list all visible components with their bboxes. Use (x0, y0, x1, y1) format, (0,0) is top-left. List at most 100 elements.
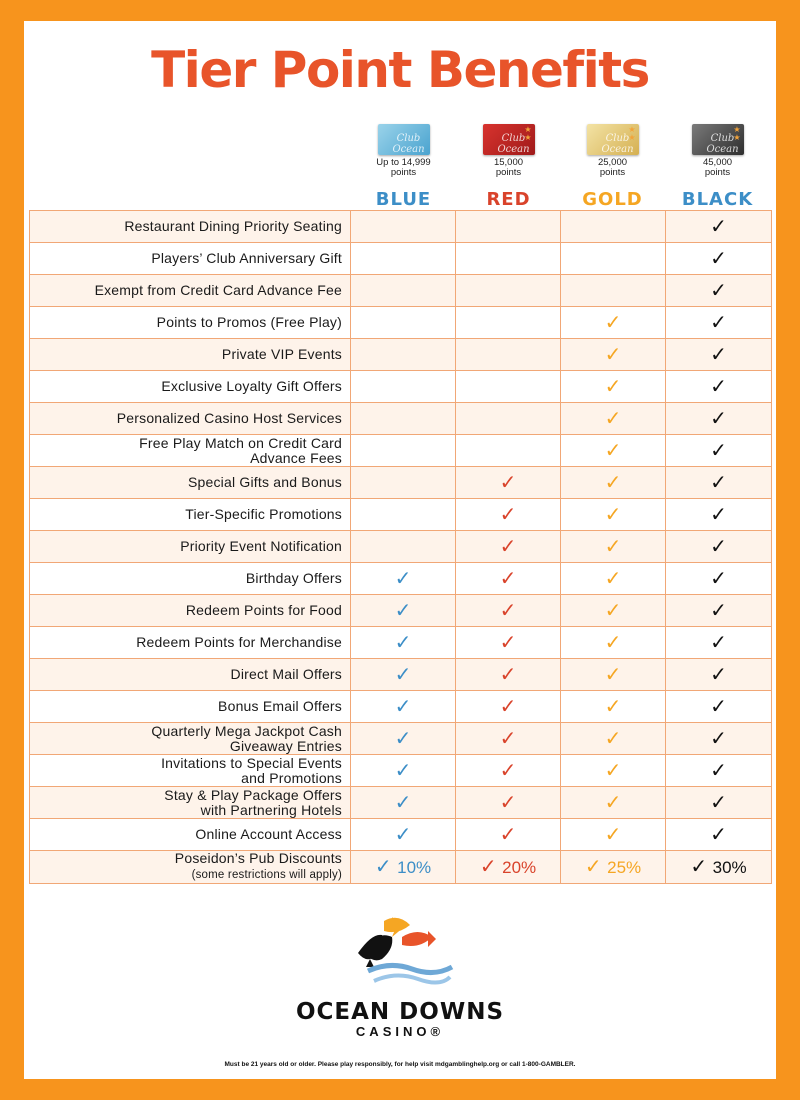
tier-cell-blue: ✓ (350, 626, 456, 659)
pub-discount-row: Poseidon’s Pub Discounts (some restrictio… (29, 850, 772, 884)
tier-cell-blue (350, 242, 456, 275)
tier-cell-gold: ✓ (560, 434, 666, 467)
benefit-row: Direct Mail Offers ✓ ✓ ✓ ✓ (29, 658, 772, 691)
tier-cell-blue: ✓ (350, 658, 456, 691)
tier-cell-gold: ✓ (560, 306, 666, 339)
checkmark-icon: ✓ (604, 535, 622, 558)
discount-cell-black: ✓ 30% (665, 850, 772, 884)
gold-card-image: Club Ocean ★ ★ (586, 124, 639, 155)
tier-cell-blue (350, 370, 456, 403)
checkmark-icon: ✓ (604, 407, 622, 430)
benefit-label: Direct Mail Offers (29, 658, 351, 691)
tier-cell-blue (350, 498, 456, 531)
benefit-row: Personalized Casino Host Services ✓ ✓ (29, 402, 772, 435)
benefit-label: Tier-Specific Promotions (29, 498, 351, 531)
checkmark-icon: ✓ (394, 727, 412, 750)
tier-name: RED (486, 189, 531, 210)
benefit-row: Online Account Access ✓ ✓ ✓ ✓ (29, 818, 772, 851)
discount-cell-red: ✓ 20% (455, 850, 561, 884)
tier-cell-blue (350, 210, 456, 243)
tier-cell-blue (350, 274, 456, 307)
benefit-label-text: Tier-Specific Promotions (185, 506, 342, 522)
tier-cell-gold: ✓ (560, 466, 666, 499)
checkmark-icon: ✓ (584, 855, 608, 878)
benefit-row: Priority Event Notification ✓ ✓ ✓ (29, 530, 772, 563)
benefit-label: Priority Event Notification (29, 530, 351, 563)
benefit-label-text: Exclusive Loyalty Gift Offers (161, 378, 342, 394)
black-card-image: Club Ocean ★ ★ (691, 124, 744, 155)
tier-cell-black: ✓ (665, 786, 772, 819)
benefit-row: Exempt from Credit Card Advance Fee ✓ (29, 274, 772, 307)
checkmark-icon: ✓ (710, 631, 727, 654)
checkmark-icon: ✓ (394, 599, 412, 622)
checkmark-icon: ✓ (479, 855, 503, 878)
tier-cell-red (455, 370, 561, 403)
checkmark-icon: ✓ (690, 855, 713, 878)
tier-cell-black: ✓ (665, 626, 772, 659)
tier-points-line1: 45,000 (702, 157, 733, 168)
tier-cell-black: ✓ (665, 530, 772, 563)
benefit-label: Online Account Access (29, 818, 351, 851)
checkmark-icon: ✓ (499, 663, 517, 686)
benefit-row: Stay & Play Package Offers with Partnerin… (29, 786, 772, 819)
tier-cell-red: ✓ (455, 498, 561, 531)
tier-cell-black: ✓ (665, 210, 772, 243)
checkmark-icon: ✓ (604, 471, 622, 494)
tier-cell-gold: ✓ (560, 402, 666, 435)
tier-cell-blue: ✓ (350, 786, 456, 819)
tier-points-line2: points (704, 167, 731, 178)
benefit-label: Stay & Play Package Offers with Partnerin… (29, 786, 351, 819)
tier-header-black: Club Ocean ★ ★ 45,000 points BLACK (665, 120, 770, 210)
tier-cell-blue (350, 306, 456, 339)
checkmark-icon: ✓ (374, 855, 398, 878)
benefit-label-text: Players’ Club Anniversary Gift (151, 250, 342, 266)
tier-name: BLUE (375, 189, 432, 210)
tier-cell-blue: ✓ (350, 562, 456, 595)
tier-cell-red: ✓ (455, 626, 561, 659)
tier-cell-black: ✓ (665, 754, 772, 787)
benefit-label: Poseidon’s Pub Discounts (some restrictio… (29, 850, 351, 884)
checkmark-icon: ✓ (394, 823, 412, 846)
checkmark-icon: ✓ (604, 759, 622, 782)
tier-cell-red (455, 274, 561, 307)
checkmark-icon: ✓ (710, 439, 727, 462)
checkmark-icon: ✓ (499, 695, 517, 718)
checkmark-icon: ✓ (604, 375, 622, 398)
checkmark-icon: ✓ (710, 375, 727, 398)
tier-cell-blue: ✓ (350, 690, 456, 723)
benefit-row: Quarterly Mega Jackpot Cash Giveaway Entr… (29, 722, 772, 755)
checkmark-icon: ✓ (710, 599, 727, 622)
tier-cell-gold: ✓ (560, 338, 666, 371)
tier-cell-black: ✓ (665, 690, 772, 723)
benefit-row: Exclusive Loyalty Gift Offers ✓ ✓ (29, 370, 772, 403)
tier-cell-red: ✓ (455, 818, 561, 851)
checkmark-icon: ✓ (499, 631, 517, 654)
tier-cell-gold: ✓ (560, 370, 666, 403)
discount-value: 30% (712, 857, 747, 877)
tier-cell-blue: ✓ (350, 722, 456, 755)
benefit-label-text: Birthday Offers (245, 570, 342, 586)
benefit-label-text: Stay & Play Package Offers (164, 786, 342, 803)
checkmark-icon: ✓ (394, 695, 412, 718)
checkmark-icon: ✓ (604, 439, 622, 462)
benefit-row: Players’ Club Anniversary Gift ✓ (29, 242, 772, 275)
discount-value: 25% (607, 857, 642, 877)
checkmark-icon: ✓ (710, 503, 727, 526)
benefit-row: Special Gifts and Bonus ✓ ✓ ✓ (29, 466, 772, 499)
benefit-row: Points to Promos (Free Play) ✓ ✓ (29, 306, 772, 339)
ocean-downs-logo-icon (358, 917, 454, 985)
benefit-row: Tier-Specific Promotions ✓ ✓ ✓ (29, 498, 772, 531)
checkmark-icon: ✓ (499, 791, 517, 814)
benefit-label-text: Exempt from Credit Card Advance Fee (94, 282, 342, 298)
tier-cell-black: ✓ (665, 594, 772, 627)
benefit-label: Free Play Match on Credit Card Advance Fe… (29, 434, 351, 467)
benefit-row: Bonus Email Offers ✓ ✓ ✓ ✓ (29, 690, 772, 723)
benefit-label-text: Free Play Match on Credit Card (139, 434, 342, 451)
discount-value: 10% (397, 857, 432, 877)
tier-cell-black: ✓ (665, 498, 772, 531)
benefits-table-body: Restaurant Dining Priority Seating ✓ Playe… (29, 210, 772, 884)
tier-cell-black: ✓ (665, 306, 772, 339)
checkmark-icon: ✓ (604, 631, 622, 654)
checkmark-icon: ✓ (499, 823, 517, 846)
benefit-label-note: (some restrictions will apply) (191, 869, 342, 881)
